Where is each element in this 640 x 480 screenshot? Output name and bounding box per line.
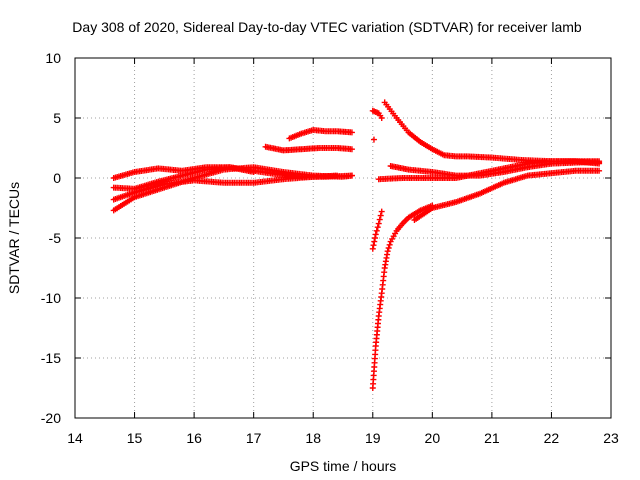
- y-tick-label: 10: [45, 50, 61, 66]
- series-track-10: [411, 167, 603, 223]
- y-tick-label: -20: [41, 410, 61, 426]
- data-point: [384, 248, 391, 255]
- data-point: [386, 241, 393, 248]
- x-axis-label: GPS time / hours: [290, 458, 397, 474]
- y-tick-label: 5: [53, 110, 61, 126]
- y-tick-label: 0: [53, 170, 61, 186]
- data-point: [372, 235, 379, 241]
- data-point: [372, 231, 379, 238]
- y-axis-label: SDTVAR / TECUs: [6, 182, 22, 294]
- y-tick-label: -15: [41, 350, 61, 366]
- series-track-14: [370, 136, 377, 143]
- data-point: [378, 208, 385, 215]
- data-point: [376, 216, 383, 223]
- data-point: [369, 245, 376, 252]
- data-point: [375, 220, 382, 227]
- y-tick-label: -5: [49, 230, 62, 246]
- x-tick-label: 20: [425, 430, 441, 446]
- data-point: [596, 160, 603, 167]
- x-tick-labels: 14 15 16 17 18 19 20 21 22 23: [67, 430, 619, 446]
- series-track-9: [375, 158, 603, 183]
- series-track-11: [369, 202, 436, 391]
- x-tick-label: 19: [365, 430, 381, 446]
- data-point: [370, 242, 377, 249]
- data-point: [334, 172, 341, 179]
- series-track-6: [286, 127, 355, 142]
- data-point: [374, 224, 381, 231]
- ticks: [74, 57, 612, 419]
- x-tick-label: 22: [544, 430, 560, 446]
- data-point: [596, 167, 603, 174]
- data-points: [110, 99, 603, 391]
- data-point: [429, 202, 436, 209]
- x-tick-label: 16: [186, 430, 202, 446]
- data-point: [377, 212, 384, 219]
- series-track-5: [262, 143, 355, 154]
- data-point: [385, 245, 392, 251]
- data-point: [371, 238, 378, 245]
- x-tick-label: 15: [127, 430, 143, 446]
- x-tick-label: 17: [246, 430, 262, 446]
- data-point: [348, 129, 355, 136]
- data-point: [370, 136, 377, 143]
- x-tick-label: 14: [67, 430, 83, 446]
- series-track-12: [369, 208, 385, 252]
- y-tick-labels: -20 -15 -10 -5 0 5 10: [41, 50, 61, 426]
- series-track-13: [369, 107, 385, 121]
- data-point: [378, 115, 385, 121]
- data-point: [348, 146, 355, 153]
- y-tick-label: -10: [41, 290, 61, 306]
- x-tick-label: 23: [603, 430, 619, 446]
- data-point: [373, 227, 380, 234]
- chart-title: Day 308 of 2020, Sidereal Day-to-day VTE…: [72, 19, 582, 35]
- x-tick-label: 18: [305, 430, 321, 446]
- data-point: [348, 172, 355, 179]
- x-tick-label: 21: [484, 430, 500, 446]
- series-track-4: [110, 172, 341, 203]
